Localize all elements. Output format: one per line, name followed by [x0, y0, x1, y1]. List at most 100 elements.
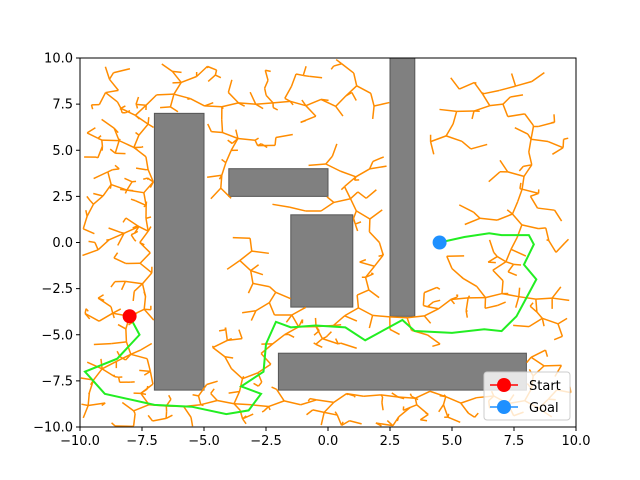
tree-edge	[118, 139, 135, 149]
tree-edge	[423, 304, 428, 308]
tree-edge	[111, 422, 116, 427]
tree-edge	[344, 176, 357, 188]
tree-edge	[349, 198, 358, 212]
tree-edge	[197, 395, 202, 405]
tree-edge	[113, 257, 127, 265]
tree-edge	[370, 93, 375, 107]
tree-edge	[482, 89, 500, 95]
tree-edge	[97, 135, 102, 139]
tree-edge	[445, 135, 463, 143]
tree-edge	[147, 169, 155, 183]
tree-edge	[442, 404, 449, 418]
tree-edge	[230, 138, 239, 151]
tree-edge	[218, 174, 223, 180]
tree-edge	[391, 392, 399, 398]
tree-edge	[116, 101, 122, 109]
tree-edge	[271, 386, 277, 390]
tree-edge	[114, 164, 120, 170]
tree-edge	[272, 333, 286, 345]
tree-edge	[312, 409, 325, 414]
tree-edge	[507, 263, 515, 273]
tree-edge	[226, 259, 241, 270]
tree-edge	[173, 93, 191, 100]
tree-edge	[220, 187, 232, 199]
tree-edge	[135, 131, 140, 136]
tree-edge	[290, 100, 307, 107]
tree-edge	[260, 343, 274, 355]
tree-edge	[515, 80, 533, 87]
obstacle-1	[153, 112, 205, 391]
tree-edge	[514, 127, 529, 135]
tree-edge	[118, 138, 121, 141]
tree-edge	[489, 103, 504, 107]
tree-edge	[268, 302, 276, 316]
tree-edge	[147, 123, 154, 129]
tree-edge	[427, 334, 441, 345]
tree-edge	[217, 399, 235, 405]
tree-edge	[146, 358, 152, 372]
tree-edge	[105, 89, 119, 94]
tree-edge	[82, 228, 95, 235]
tree-edge	[93, 342, 112, 346]
tree-edge	[120, 105, 126, 109]
tree-edge	[488, 171, 501, 183]
tree-edge	[513, 324, 530, 328]
tree-edge	[424, 411, 429, 416]
tree-edge	[467, 412, 476, 418]
tree-edge	[102, 184, 112, 197]
tree-edge	[147, 226, 152, 232]
tree-edge	[253, 382, 259, 387]
tree-edge	[133, 134, 140, 148]
tree-edge	[235, 129, 239, 139]
tree-edge	[220, 175, 223, 189]
tree-edge	[212, 346, 226, 358]
tree-edge	[221, 102, 239, 108]
tree-edge	[335, 105, 344, 117]
tree-edge	[372, 314, 390, 318]
tree-edge	[108, 72, 115, 80]
tree-edge	[373, 101, 390, 107]
tree-edge	[407, 315, 425, 319]
tree-edge	[422, 292, 425, 306]
tree-edge	[510, 94, 524, 98]
tree-edge	[502, 96, 511, 105]
tree-edge	[552, 297, 570, 302]
tree-edge	[210, 187, 222, 200]
tree-edge	[249, 270, 254, 284]
tree-edge	[88, 402, 106, 407]
tree-edge	[133, 404, 150, 412]
tree-edge	[143, 370, 151, 376]
tree-edge	[295, 73, 304, 77]
tree-edge	[341, 63, 355, 74]
tree-edge	[120, 281, 127, 291]
tree-edge	[365, 189, 377, 199]
tree-edge	[300, 119, 307, 124]
tree-edge	[242, 310, 256, 314]
tree-edge	[474, 81, 477, 84]
tree-edge	[156, 93, 174, 96]
tree-edge	[123, 225, 140, 234]
tree-edge	[221, 158, 227, 164]
tree-edge	[450, 298, 454, 301]
legend-goal-label: Goal	[529, 401, 559, 416]
tree-edge	[187, 97, 191, 100]
tree-edge	[265, 69, 271, 73]
tree-edge	[132, 291, 135, 302]
tree-edge	[496, 301, 506, 307]
obstacles	[153, 57, 527, 391]
tree-edge	[192, 394, 199, 397]
tree-edge	[493, 251, 498, 258]
tree-edge	[530, 126, 535, 140]
tree-edge	[285, 314, 293, 323]
tree-edge	[476, 285, 487, 299]
legend-start-marker	[497, 378, 511, 392]
tree-edge	[542, 317, 559, 325]
x-tick-label: −10.0	[60, 434, 100, 449]
tree-edge	[183, 406, 192, 418]
tree-edge	[125, 341, 132, 355]
tree-edge	[237, 137, 256, 142]
legend-start-label: Start	[529, 379, 561, 394]
tree-edge	[238, 102, 246, 107]
tree-edge	[143, 291, 147, 297]
tree-edge	[349, 191, 359, 200]
